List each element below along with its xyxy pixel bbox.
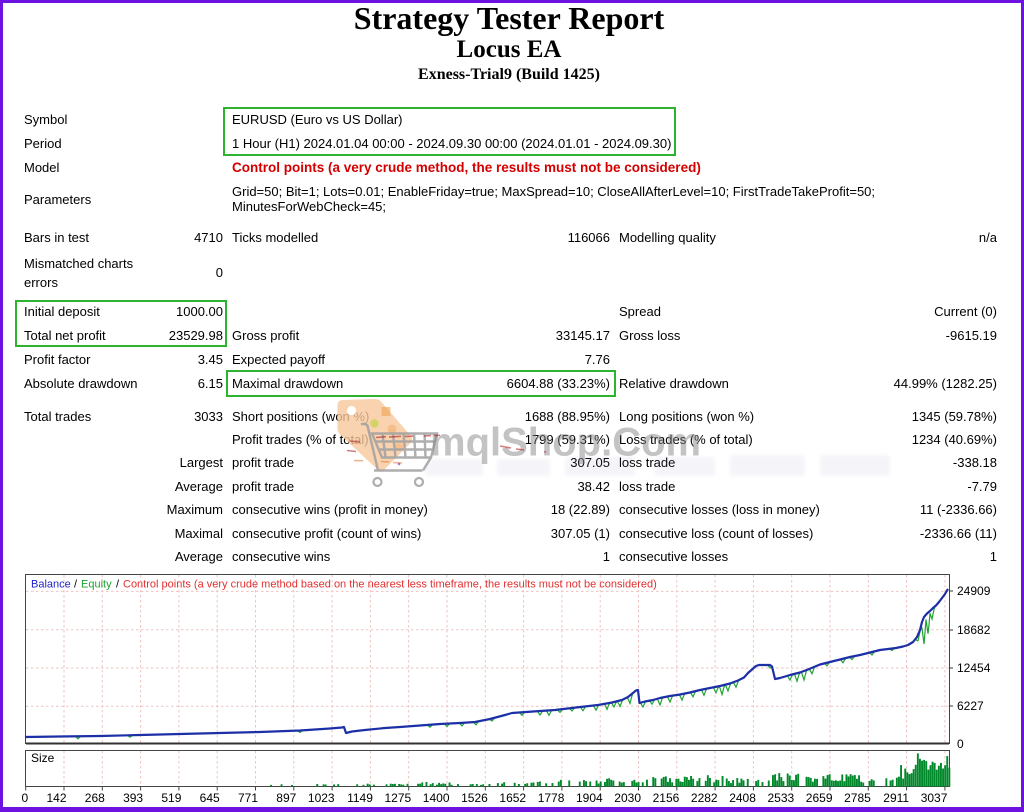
svg-text:1526: 1526 [461, 791, 488, 805]
svg-text:Control points (a very crude m: Control points (a very crude method base… [123, 579, 657, 591]
svg-text:1149: 1149 [347, 791, 373, 805]
svg-text:1400: 1400 [423, 791, 450, 805]
svg-text:1023: 1023 [308, 791, 335, 805]
svg-text:3037: 3037 [921, 791, 948, 805]
svg-text:2785: 2785 [844, 791, 871, 805]
svg-text:Equity: Equity [81, 579, 112, 591]
svg-text:Size: Size [31, 751, 55, 765]
svg-text:/: / [116, 579, 120, 591]
svg-text:mqlShop.Com: mqlShop.Com [430, 421, 701, 465]
svg-text:2030: 2030 [614, 791, 641, 805]
svg-text:1904: 1904 [576, 791, 603, 805]
svg-text:645: 645 [200, 791, 220, 805]
svg-text:2659: 2659 [806, 791, 833, 805]
svg-text:/: / [74, 579, 78, 591]
svg-text:2408: 2408 [729, 791, 756, 805]
svg-text:0: 0 [22, 791, 29, 805]
svg-text:1778: 1778 [538, 791, 565, 805]
svg-text:393: 393 [123, 791, 143, 805]
svg-text:2282: 2282 [691, 791, 718, 805]
svg-text:2156: 2156 [653, 791, 680, 805]
svg-text:519: 519 [161, 791, 181, 805]
svg-text:Balance: Balance [31, 579, 71, 591]
svg-text:142: 142 [46, 791, 66, 805]
svg-text:1652: 1652 [499, 791, 526, 805]
svg-text:1275: 1275 [384, 791, 411, 805]
svg-text:2911: 2911 [883, 791, 909, 805]
svg-text:268: 268 [85, 791, 105, 805]
svg-text:771: 771 [238, 791, 258, 805]
svg-text:897: 897 [276, 791, 296, 805]
svg-text:2533: 2533 [767, 791, 794, 805]
